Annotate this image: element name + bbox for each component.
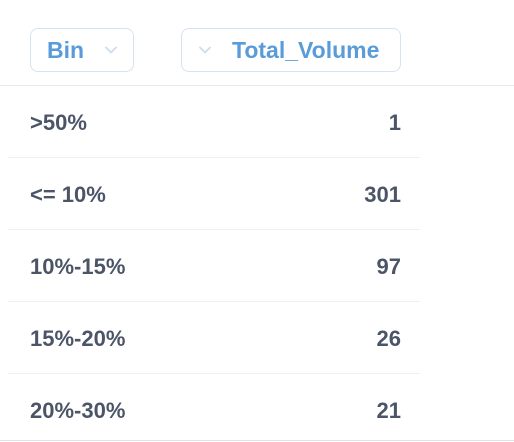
- table-row: 20%-30% 21: [8, 374, 420, 442]
- cell-total-volume: 301: [364, 182, 401, 207]
- table-row: >50% 1: [8, 86, 420, 158]
- cell-total-volume: 26: [376, 326, 401, 351]
- table-row: <= 10% 301: [8, 158, 420, 230]
- chevron-down-icon[interactable]: [198, 43, 212, 57]
- table-header: Bin Total_Volume: [0, 0, 514, 86]
- table-bottom-border: [0, 440, 514, 441]
- column-header-label: Total_Volume: [232, 36, 380, 63]
- cell-total-volume: 1: [388, 110, 401, 135]
- cell-bin: 10%-15%: [30, 254, 126, 279]
- cell-total-volume: 21: [376, 398, 401, 423]
- table-row: 10%-15% 97: [8, 230, 420, 302]
- cell-bin: <= 10%: [30, 182, 106, 207]
- column-header-bin[interactable]: Bin: [30, 28, 134, 72]
- chevron-down-icon[interactable]: [104, 43, 118, 57]
- cell-bin: 15%-20%: [30, 326, 126, 351]
- column-header-total-volume[interactable]: Total_Volume: [181, 28, 401, 72]
- column-header-label: Bin: [47, 36, 85, 63]
- cell-bin: 20%-30%: [30, 398, 126, 423]
- table-row: 15%-20% 26: [8, 302, 420, 374]
- cell-total-volume: 97: [376, 254, 401, 279]
- cell-bin: >50%: [30, 110, 87, 135]
